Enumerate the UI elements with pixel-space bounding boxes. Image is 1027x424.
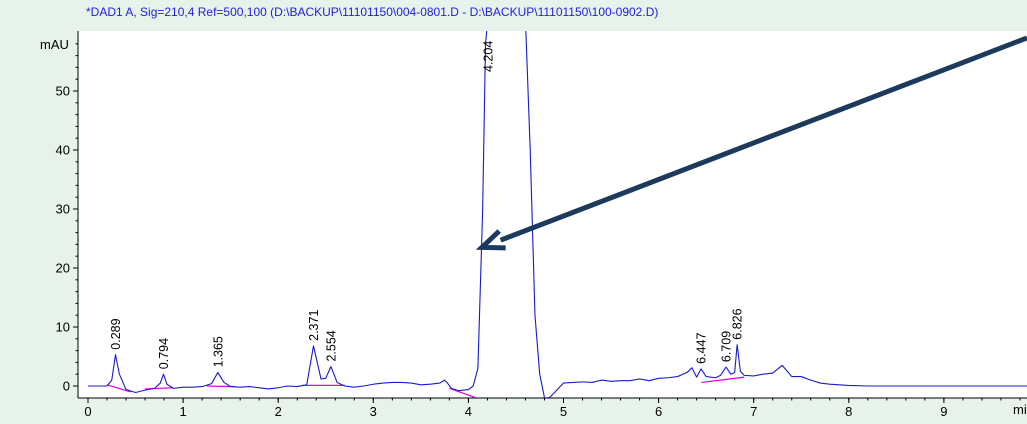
x-tick-label: 9 xyxy=(940,404,947,419)
integration-baseline xyxy=(449,387,477,398)
plot-area: 0 10 20 30 40 50 0 1 2 3 4 5 6 7 8 9 0.289 0.794 1.365 2.37… xyxy=(56,31,1027,419)
x-tick-label: 0 xyxy=(84,404,91,419)
x-axis-unit-label: mi xyxy=(1013,402,1027,417)
x-tick-label: 8 xyxy=(845,404,852,419)
y-tick-label: 20 xyxy=(56,261,70,276)
y-axis-unit-label: mAU xyxy=(40,37,69,52)
chromatogram-trace xyxy=(88,31,1027,398)
x-tick-label: 2 xyxy=(275,404,282,419)
peak-label: 4.204 xyxy=(481,41,495,72)
x-tick-label: 3 xyxy=(370,404,377,419)
x-tick-label: 1 xyxy=(179,404,186,419)
plot-background xyxy=(78,31,1027,398)
y-tick-label: 10 xyxy=(56,320,70,335)
peak-label: 2.554 xyxy=(324,330,338,361)
y-tick-label: 50 xyxy=(56,84,70,99)
y-tick-label: 40 xyxy=(56,143,70,158)
y-tick-label: 0 xyxy=(63,379,70,394)
annotation-arrow-shaft xyxy=(499,35,1027,243)
integration-baseline xyxy=(701,376,745,384)
chart-title: *DAD1 A, Sig=210,4 Ref=500,100 (D:\BACKU… xyxy=(86,5,658,19)
annotation-arrow-head xyxy=(475,229,506,251)
x-tick-label: 6 xyxy=(655,404,662,419)
peak-label: 0.289 xyxy=(109,318,123,349)
peak-label: 2.371 xyxy=(307,310,321,341)
x-tick-label: 4 xyxy=(465,404,472,419)
peak-label: 6.826 xyxy=(731,308,745,339)
peak-label: 0.794 xyxy=(157,338,171,369)
integration-baseline xyxy=(106,384,131,393)
x-tick-label: 5 xyxy=(560,404,567,419)
peak-label: 6.447 xyxy=(695,333,709,364)
x-tick-label: 7 xyxy=(750,404,757,419)
peak-label: 1.365 xyxy=(211,336,225,367)
y-tick-label: 30 xyxy=(56,202,70,217)
peak-label: 6.709 xyxy=(720,331,734,362)
